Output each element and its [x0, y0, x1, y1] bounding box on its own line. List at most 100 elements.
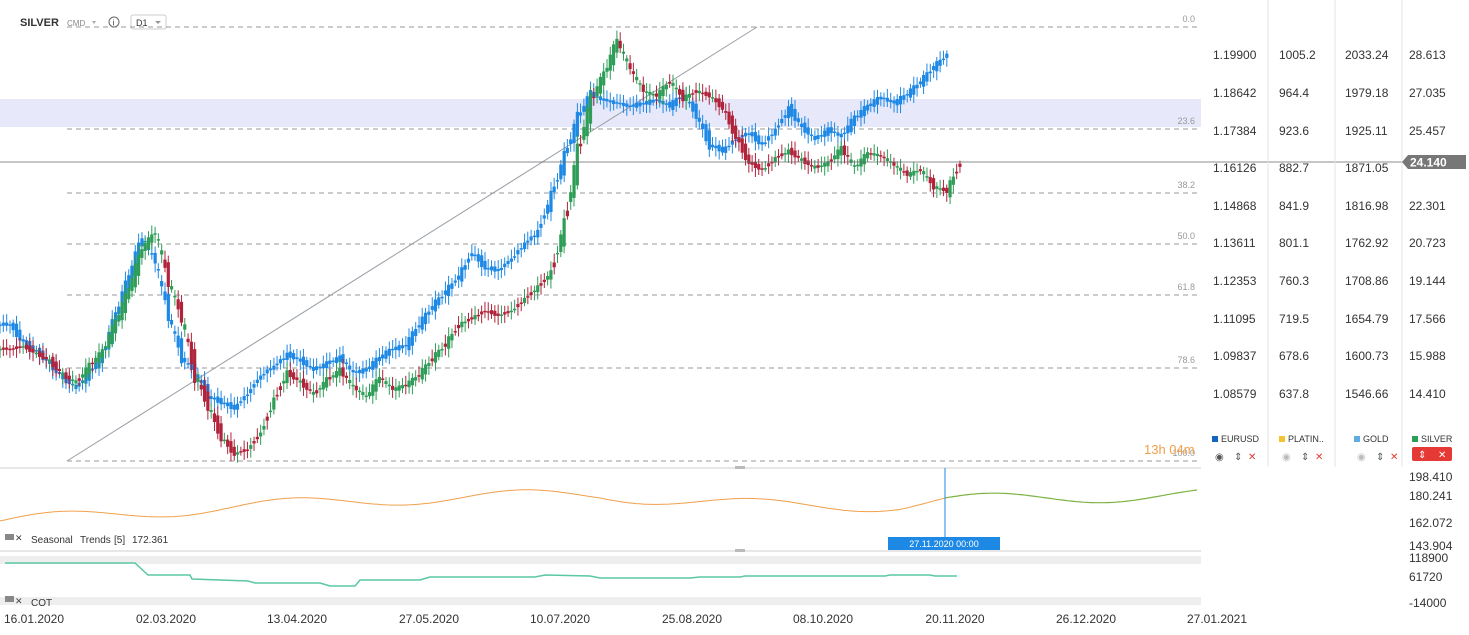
- eurusd-candle: [430, 306, 434, 310]
- price-tick-label: 1.16126: [1213, 161, 1257, 175]
- close-icon[interactable]: ✕: [15, 533, 23, 543]
- chevron-down-icon[interactable]: [155, 21, 161, 24]
- fib-label: 50.0: [1177, 231, 1195, 241]
- silver-candle: [555, 252, 560, 255]
- symbol-type[interactable]: CMD: [67, 19, 85, 28]
- pane-menu-icon[interactable]: [5, 534, 14, 540]
- eurusd-candle: [321, 363, 325, 369]
- eurusd-candle: [150, 253, 154, 255]
- silver-candle: [470, 317, 474, 320]
- close-icon[interactable]: ✕: [1390, 452, 1398, 463]
- silver-candle: [377, 376, 381, 384]
- eurusd-candle: [714, 145, 718, 149]
- eurusd-candle: [760, 142, 764, 145]
- eurusd-candle: [674, 97, 678, 107]
- close-icon[interactable]: ✕: [1438, 450, 1446, 461]
- eye-icon[interactable]: ◉: [1282, 452, 1291, 463]
- pane-menu-icon[interactable]: [5, 596, 14, 602]
- eurusd-candle: [780, 118, 784, 124]
- eurusd-candle: [325, 361, 329, 369]
- eurusd-candle: [156, 269, 160, 271]
- eurusd-candle: [262, 373, 266, 376]
- eurusd-candle: [935, 61, 939, 72]
- price-tick-label: 1.11095: [1213, 312, 1256, 326]
- close-icon[interactable]: ✕: [15, 596, 23, 606]
- seasonal-pane[interactable]: 27.11.2020 00:00 ✕ Seasonal Trends [5] 1…: [0, 468, 1453, 553]
- eurusd-candle: [298, 358, 302, 362]
- candle-countdown: 13h 04m: [1144, 442, 1195, 457]
- silver-candle: [522, 297, 527, 304]
- eurusd-candle: [849, 118, 853, 133]
- time-tick-label: 26.12.2020: [1056, 612, 1116, 626]
- legend-symbol: EURUSD: [1221, 434, 1260, 444]
- close-icon[interactable]: ✕: [1248, 452, 1256, 463]
- silver-candle: [668, 81, 672, 84]
- pane-resize-handle[interactable]: [735, 549, 745, 552]
- eurusd-candle: [938, 59, 942, 66]
- silver-candle: [753, 161, 758, 169]
- eurusd-candle: [0, 324, 2, 326]
- silver-candle: [955, 171, 959, 174]
- silver-candle: [21, 346, 25, 348]
- eurusd-candle: [644, 101, 649, 105]
- eurusd-candle: [183, 357, 187, 363]
- silver-candle: [5, 347, 9, 350]
- silver-candle: [717, 98, 721, 108]
- eurusd-candle: [532, 235, 537, 238]
- eurusd-candle: [862, 106, 866, 117]
- silver-candle: [882, 156, 886, 159]
- pane-resize-handle[interactable]: [735, 466, 745, 469]
- eurusd-candle: [859, 110, 863, 118]
- eurusd-candle: [466, 258, 471, 263]
- sort-icon[interactable]: ⇕: [1301, 452, 1309, 463]
- cot-line: [5, 562, 957, 587]
- fib-label: 100.0: [1172, 448, 1195, 458]
- cot-pane[interactable]: ✕ COT 118900 61720 -14000: [0, 551, 1448, 610]
- silver-candle: [235, 452, 240, 455]
- eurusd-candle: [285, 352, 289, 360]
- eurusd-candle: [605, 98, 609, 102]
- interval-select[interactable]: [130, 14, 167, 30]
- active-symbol-toggle[interactable]: [1412, 447, 1452, 461]
- silver-candle: [905, 170, 909, 176]
- seasonal-title: Seasonal: [31, 535, 73, 546]
- silver-candle: [288, 369, 292, 378]
- cot-title: COT: [31, 598, 52, 609]
- silver-candle: [833, 155, 837, 160]
- trend-line[interactable]: [66, 26, 758, 462]
- compare-icon[interactable]: ⇕: [1418, 450, 1426, 461]
- sort-icon[interactable]: ⇕: [1234, 452, 1242, 463]
- silver-candle: [232, 446, 236, 456]
- silver-candle: [440, 348, 444, 351]
- price-tick-label: 637.8: [1279, 387, 1309, 401]
- seasonal-tick-label: 198.410: [1409, 470, 1453, 484]
- silver-candle: [301, 378, 306, 388]
- eurusd-candle: [209, 396, 213, 399]
- eurusd-candle: [394, 346, 398, 350]
- silver-candle: [885, 158, 889, 162]
- eurusd-candle: [839, 133, 843, 138]
- sort-icon[interactable]: ⇕: [1376, 452, 1384, 463]
- eurusd-candle: [651, 99, 655, 103]
- fib-label: 0.0: [1182, 14, 1195, 24]
- silver-candle: [341, 367, 345, 377]
- close-icon[interactable]: ✕: [1315, 452, 1323, 463]
- eurusd-candle: [832, 131, 837, 134]
- silver-candle: [503, 312, 507, 315]
- eye-icon[interactable]: ◉: [1215, 452, 1224, 463]
- silver-candle: [173, 295, 177, 298]
- legend-swatch: [1279, 436, 1285, 442]
- legend-symbol: PLATIN..: [1288, 434, 1324, 444]
- eye-icon[interactable]: ◉: [1357, 452, 1366, 463]
- eurusd-candle: [242, 396, 246, 401]
- eurusd-candle: [186, 363, 190, 365]
- main-price-plot[interactable]: 0.0 23.6 38.2 50.0 61.8 78.6 100.0 13h 04m: [0, 14, 1402, 463]
- eurusd-candle: [549, 190, 553, 213]
- eurusd-candle: [628, 105, 632, 107]
- eurusd-candle: [357, 369, 362, 374]
- silver-candle: [47, 359, 52, 362]
- silver-candle: [97, 352, 101, 363]
- chevron-down-icon[interactable]: [92, 21, 96, 24]
- eurusd-candle: [641, 103, 645, 105]
